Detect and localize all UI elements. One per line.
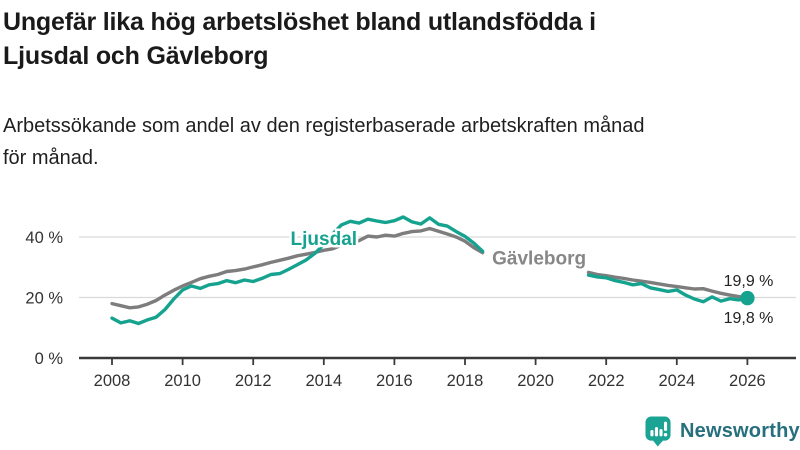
series-line-gävleborg-segment-1 <box>110 226 485 310</box>
x-tick-label: 2022 <box>588 372 625 390</box>
x-tick-label: 2016 <box>376 372 413 390</box>
x-tick-label: 2024 <box>658 372 695 390</box>
newsworthy-logo-text: Newsworthy <box>680 420 800 442</box>
x-tick-label: 2018 <box>447 372 484 390</box>
x-tick-label: 2020 <box>517 372 554 390</box>
y-tick-label: 20 % <box>25 290 63 308</box>
end-point-dot <box>740 290 755 306</box>
logo-bubble-tail <box>652 440 664 447</box>
end-value-label-ljusdal: 19,8 % <box>724 310 774 327</box>
newsworthy-logo: Newsworthy <box>645 416 800 447</box>
x-tick-label: 2026 <box>729 372 766 390</box>
x-tick-label: 2008 <box>94 372 131 390</box>
x-tick-label: 2012 <box>235 372 272 390</box>
x-tick-label: 2010 <box>164 372 201 390</box>
series-label-ljusdal: Ljusdal <box>291 229 358 250</box>
logo-bar-1 <box>650 430 654 437</box>
chart-subtitle-line1: Arbetssökande som andel av den registerb… <box>3 115 645 137</box>
y-tick-label: 40 % <box>25 229 63 247</box>
logo-exclamation-dot <box>663 433 668 437</box>
series-line-ljusdal-segment-2 <box>586 273 750 304</box>
y-tick-label: 0 % <box>35 350 64 368</box>
chart-title-line2: Ljusdal och Gävleborg <box>3 42 269 70</box>
chart-subtitle: Arbetssökande som andel av den registerb… <box>3 110 645 174</box>
logo-bar-3 <box>659 429 663 437</box>
series-line-gävleborg-segment-2 <box>586 270 750 300</box>
newsworthy-logo-icon <box>645 416 671 447</box>
x-tick-label: 2014 <box>305 372 342 390</box>
series-line-ljusdal-segment-1 <box>110 215 485 326</box>
series-label-gävleborg: Gävleborg <box>492 248 586 269</box>
logo-bar-2 <box>654 427 659 437</box>
logo-exclamation-bar <box>663 421 668 431</box>
chart-title: Ungefär lika hög arbetslöshet bland utla… <box>3 5 596 73</box>
chart-title-line1: Ungefär lika hög arbetslöshet bland utla… <box>3 8 596 36</box>
chart-subtitle-line2: för månad. <box>3 147 99 169</box>
end-value-label-gävleborg: 19,9 % <box>724 273 774 290</box>
